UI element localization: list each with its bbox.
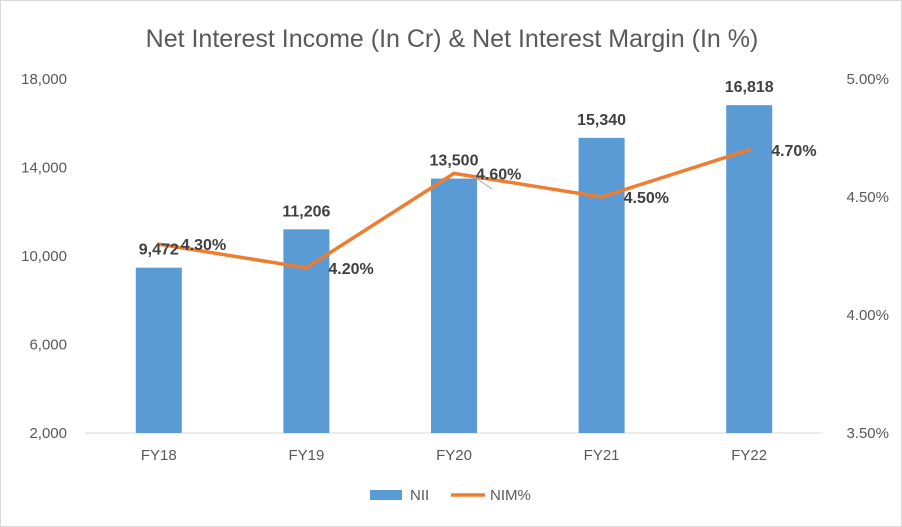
legend: NII NIM%	[370, 487, 531, 504]
nim-data-label: 4.50%	[624, 190, 669, 207]
left-axis-tick-label: 6,000	[29, 337, 67, 354]
legend-nii-label: NII	[410, 487, 429, 504]
legend-nii-swatch	[370, 490, 402, 500]
nii-data-label: 13,500	[430, 153, 479, 170]
chart-title: Net Interest Income (In Cr) & Net Intere…	[146, 25, 759, 53]
left-axis: 2,000 6,000 10,000 14,000 18,000	[21, 71, 67, 442]
nii-data-label: 11,206	[282, 203, 330, 220]
nii-bar	[726, 105, 773, 434]
left-axis-tick-label: 2,000	[29, 425, 67, 442]
nii-bar	[135, 267, 182, 433]
category-labels: FY18 FY19 FY20 FY21 FY22	[141, 447, 767, 464]
nii-bars	[135, 105, 773, 434]
category-label: FY18	[141, 447, 177, 464]
nim-data-label: 4.70%	[771, 143, 816, 160]
category-label: FY21	[584, 447, 620, 464]
nii-data-label: 9,472	[139, 242, 179, 259]
right-axis-tick-label: 5.00%	[846, 71, 889, 88]
nii-data-label: 16,818	[725, 79, 774, 96]
category-label: FY19	[288, 447, 324, 464]
nii-bar	[431, 178, 477, 433]
nim-point	[157, 242, 161, 246]
nim-label-leader-line	[473, 176, 493, 190]
right-axis-tick-label: 3.50%	[846, 425, 889, 442]
nii-bar	[283, 229, 330, 433]
nii-bar	[578, 137, 625, 434]
nii-data-label: 15,340	[577, 112, 626, 129]
nim-data-label: 4.60%	[476, 166, 521, 183]
category-label: FY22	[731, 447, 767, 464]
nim-data-label: 4.30%	[181, 237, 226, 254]
category-label: FY20	[436, 447, 472, 464]
right-axis: 3.50% 4.00% 4.50% 5.00%	[846, 71, 889, 442]
right-axis-tick-label: 4.00%	[846, 307, 889, 324]
nim-data-label: 4.20%	[328, 261, 373, 278]
right-axis-tick-label: 4.50%	[846, 189, 889, 206]
nii-data-labels: 9,472 11,206 13,500 15,340 16,818	[139, 79, 774, 259]
nim-point	[747, 148, 751, 152]
left-axis-tick-label: 10,000	[21, 248, 67, 265]
nim-point	[600, 195, 604, 199]
left-axis-tick-label: 18,000	[21, 71, 67, 88]
nim-data-labels: 4.30% 4.20% 4.60% 4.50% 4.70%	[181, 143, 817, 278]
nim-point	[452, 171, 456, 175]
left-axis-tick-label: 14,000	[21, 160, 67, 177]
nim-point	[304, 266, 308, 270]
nim-line-series	[157, 148, 751, 270]
legend-nim-label: NIM%	[490, 487, 531, 504]
